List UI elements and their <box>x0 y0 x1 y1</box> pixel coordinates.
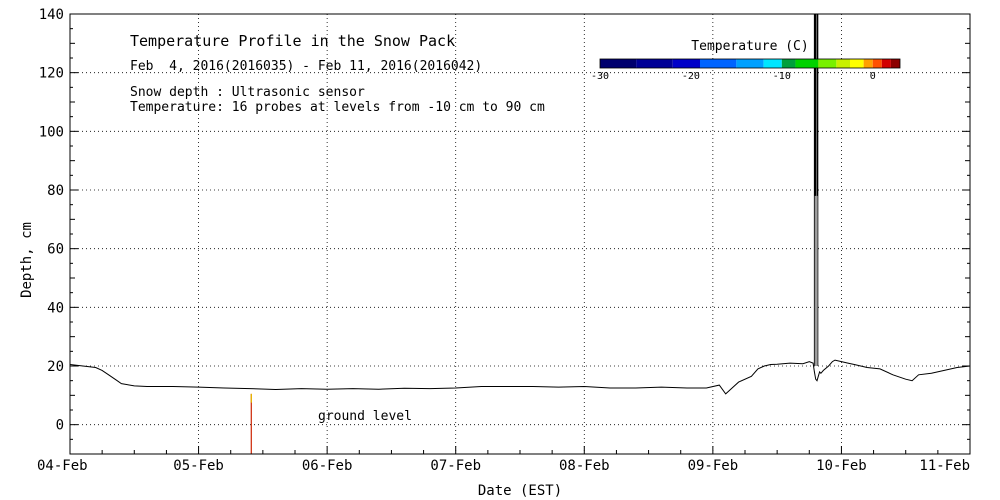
temperature-colorbar: Temperature (C) -30 -20 -10 0 <box>591 39 901 82</box>
colorbar-band <box>795 59 819 68</box>
y-tick-label: 60 <box>47 242 64 258</box>
colorbar-band <box>700 59 737 68</box>
colorbar-band <box>850 59 864 68</box>
y-tick-label: 40 <box>47 300 64 316</box>
colorbar-band <box>818 59 837 68</box>
x-tick-label: 10-Feb <box>816 458 867 474</box>
note-temperature: Temperature: 16 probes at levels from -1… <box>130 100 545 115</box>
data-series <box>69 14 971 454</box>
y-tick-label: 80 <box>47 183 64 199</box>
axis-ticks: 04-Feb 05-Feb 06-Feb 07-Feb 08-Feb 09-Feb 10-F… <box>37 7 971 474</box>
colorbar-band <box>781 59 796 68</box>
y-tick-label: 140 <box>39 7 64 23</box>
colorbar-ticks: -30 -20 -10 0 <box>591 71 876 82</box>
colorbar-band <box>736 59 764 68</box>
colorbar-band <box>872 59 882 68</box>
ground-level-label: ground level <box>318 409 412 424</box>
x-tick-label: 08-Feb <box>559 458 610 474</box>
snow-depth-line <box>69 359 971 395</box>
chart-title: Temperature Profile in the Snow Pack <box>130 32 455 50</box>
colorbar-title: Temperature (C) <box>691 39 808 54</box>
colorbar-band <box>836 59 850 68</box>
x-tick-label: 09-Feb <box>688 458 739 474</box>
colorbar-band <box>763 59 782 68</box>
note-snow-depth: Snow depth : Ultrasonic sensor <box>130 85 365 100</box>
colorbar-frame <box>599 58 901 69</box>
colorbar-band <box>890 59 900 68</box>
colorbar-band <box>881 59 891 68</box>
colorbar-band <box>672 59 700 68</box>
x-tick-label: 11-Feb <box>919 458 970 474</box>
y-tick-label: 120 <box>39 66 64 82</box>
y-tick-label: 20 <box>47 359 64 375</box>
colorbar-band <box>863 59 873 68</box>
x-tick-label: 04-Feb <box>37 458 88 474</box>
colorbar-tick-label: -20 <box>682 71 700 82</box>
y-tick-label: 0 <box>56 418 64 434</box>
x-tick-label: 07-Feb <box>430 458 481 474</box>
colorbar-band <box>636 59 673 68</box>
grid-lines <box>70 14 970 454</box>
x-axis-title: Date (EST) <box>478 483 562 499</box>
colorbar-bands <box>599 58 901 69</box>
y-tick-label: 100 <box>39 124 64 140</box>
chart-subtitle: Feb 4, 2016(2016035) - Feb 11, 2016(2016… <box>130 59 482 74</box>
x-tick-label: 05-Feb <box>173 458 224 474</box>
y-axis-title: Depth, cm <box>19 222 35 298</box>
colorbar-tick-label: 0 <box>870 71 876 82</box>
colorbar-tick-label: -30 <box>591 71 609 82</box>
x-tick-label: 06-Feb <box>302 458 353 474</box>
colorbar-tick-label: -10 <box>773 71 791 82</box>
colorbar-band <box>600 59 637 68</box>
